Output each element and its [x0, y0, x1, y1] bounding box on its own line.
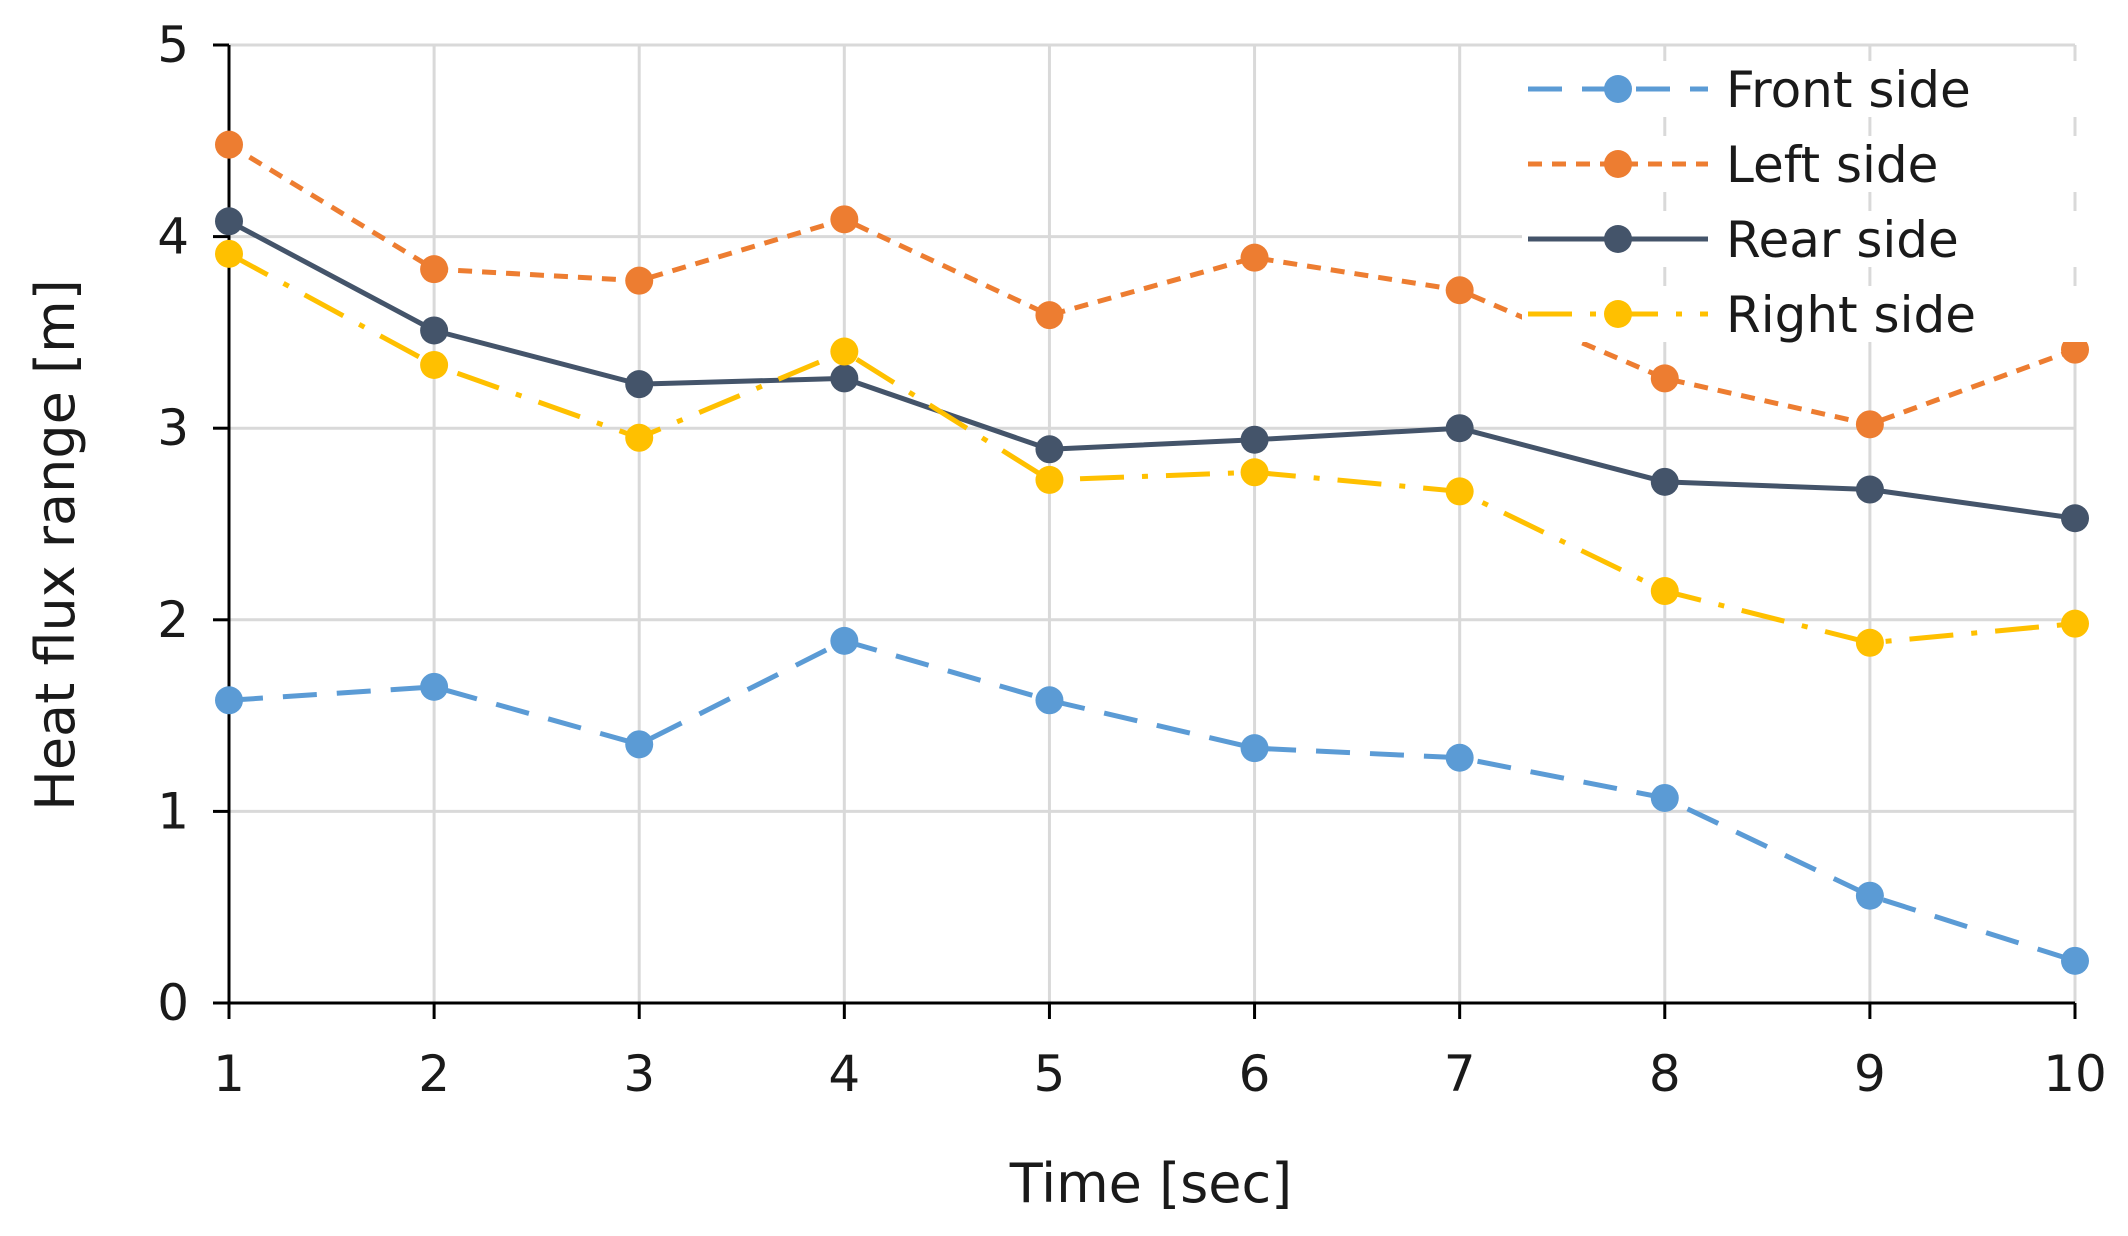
data-point — [625, 370, 654, 399]
data-point — [625, 730, 654, 759]
x-tick-label: 2 — [418, 1045, 450, 1103]
x-tick-label: 9 — [1854, 1045, 1886, 1103]
legend-marker — [1604, 150, 1632, 178]
y-tick-label: 4 — [157, 208, 189, 266]
data-point — [1240, 243, 1269, 272]
data-point — [1650, 467, 1679, 496]
data-point — [2061, 504, 2089, 533]
series-line-rear-side — [227, 219, 2076, 521]
x-tick-label: 3 — [623, 1045, 655, 1103]
data-point — [1035, 686, 1064, 715]
data-point — [1240, 458, 1269, 487]
x-tick-label: 6 — [1239, 1045, 1271, 1103]
series-line-left-side — [227, 142, 2076, 427]
data-point — [1445, 477, 1474, 506]
data-point — [215, 130, 243, 159]
y-tick-label: 1 — [157, 782, 189, 840]
x-tick-label: 7 — [1444, 1045, 1476, 1103]
data-point — [420, 672, 449, 701]
legend-label: Right side — [1726, 286, 1976, 344]
data-point — [1240, 425, 1269, 454]
legend-marker — [1604, 75, 1632, 103]
y-tick-label: 5 — [157, 16, 189, 74]
data-point — [2061, 335, 2089, 364]
data-point — [1855, 475, 1884, 504]
data-point — [830, 626, 859, 655]
data-point — [420, 350, 449, 379]
x-axis-title: Time [sec] — [1009, 1152, 1293, 1215]
x-tick-label: 1 — [213, 1045, 245, 1103]
x-tick-label: 5 — [1034, 1045, 1066, 1103]
data-point — [830, 205, 859, 234]
data-point — [2061, 609, 2089, 638]
y-tick-label: 2 — [157, 591, 189, 649]
legend-label: Front side — [1726, 61, 1971, 119]
y-axis-title: Heat flux range [m] — [24, 279, 87, 811]
data-point — [1240, 734, 1269, 763]
data-point — [215, 207, 243, 236]
data-point — [215, 686, 243, 715]
data-point — [1445, 276, 1474, 305]
data-point — [625, 266, 654, 295]
data-point — [215, 239, 243, 268]
data-point — [1855, 628, 1884, 657]
data-point — [420, 316, 449, 345]
legend: Front side Left side Rear side Right side — [1522, 61, 2128, 344]
data-point — [830, 337, 859, 366]
x-tick-label: 4 — [828, 1045, 860, 1103]
y-tick-label: 0 — [157, 974, 189, 1032]
legend-marker — [1604, 300, 1632, 328]
data-point — [1855, 881, 1884, 910]
series-line-front-side — [228, 638, 2076, 964]
series-group — [215, 130, 2089, 975]
data-point — [1855, 410, 1884, 439]
x-tick-label: 8 — [1649, 1045, 1681, 1103]
legend-label: Left side — [1726, 136, 1938, 194]
data-point — [1650, 577, 1679, 606]
x-tick-label: 10 — [2043, 1045, 2107, 1103]
data-point — [1035, 435, 1064, 464]
data-point — [2061, 946, 2089, 975]
series-line-right-side — [227, 251, 2076, 646]
data-point — [1445, 414, 1474, 443]
data-point — [1445, 743, 1474, 772]
data-point — [1035, 301, 1064, 330]
data-point — [420, 255, 449, 284]
y-tick-label: 3 — [157, 399, 189, 457]
data-point — [1035, 465, 1064, 494]
data-point — [625, 423, 654, 452]
legend-label: Rear side — [1726, 211, 1959, 269]
data-point — [1650, 364, 1679, 393]
legend-marker — [1604, 225, 1632, 253]
data-point — [1650, 783, 1679, 812]
data-point — [830, 364, 859, 393]
